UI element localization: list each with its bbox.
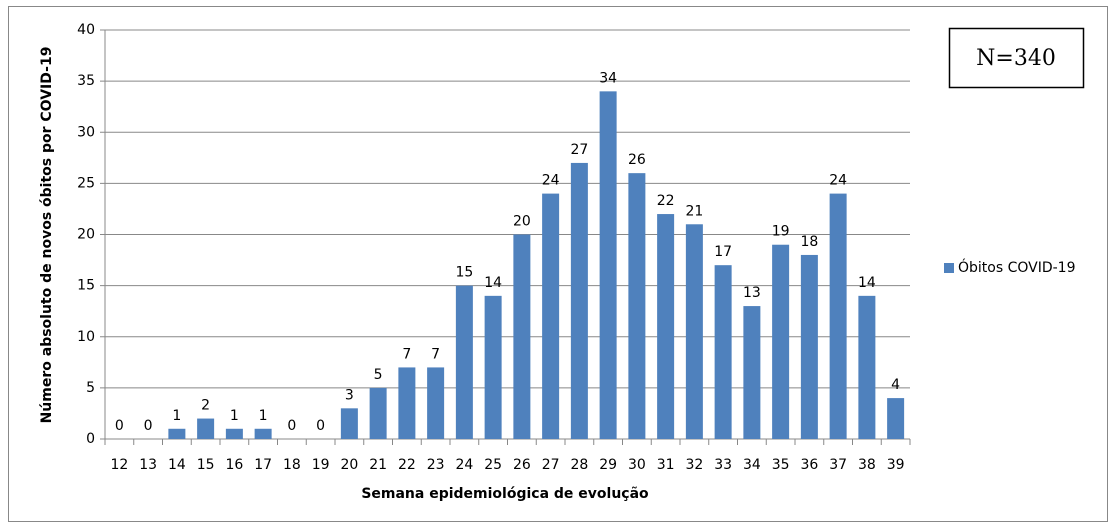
data-label: 0: [144, 418, 153, 434]
data-label: 19: [772, 224, 790, 240]
y-tick-label: 20: [77, 227, 95, 243]
x-tick-label: 28: [570, 457, 588, 473]
data-label: 1: [172, 408, 181, 424]
bar: [772, 244, 790, 439]
data-label: 3: [345, 387, 354, 403]
y-tick-label: 30: [77, 124, 95, 140]
legend-label: Óbitos COVID-19: [958, 258, 1076, 276]
legend-swatch: [944, 263, 954, 273]
x-tick-label: 27: [542, 457, 560, 473]
y-tick-label: 35: [77, 73, 95, 89]
data-label: 2: [201, 398, 210, 414]
x-tick-label: 22: [398, 457, 416, 473]
annotation-box: [948, 27, 1085, 89]
bar: [427, 367, 445, 439]
x-tick-label: 30: [628, 457, 646, 473]
x-tick-label: 23: [427, 457, 445, 473]
x-tick-label: 29: [599, 457, 617, 473]
x-tick-label: 13: [139, 457, 157, 473]
annotation: N=340: [976, 46, 1056, 71]
bar: [513, 234, 531, 439]
bar: [743, 306, 761, 439]
x-tick-label: 24: [455, 457, 473, 473]
bar: [484, 295, 502, 439]
x-tick-label: 36: [800, 457, 818, 473]
data-label: 24: [829, 173, 847, 189]
y-tick-label: 10: [77, 329, 95, 345]
data-label: 26: [628, 152, 646, 168]
x-tick-label: 19: [312, 457, 330, 473]
data-label: 17: [714, 244, 732, 260]
x-tick-label: 31: [657, 457, 675, 473]
data-label: 0: [287, 418, 296, 434]
y-axis-title: Número absoluto de novos óbitos por COVI…: [39, 47, 55, 424]
bar: [168, 428, 186, 439]
bar: [657, 214, 675, 439]
y-tick-label: 15: [77, 278, 95, 294]
x-tick-label: 38: [858, 457, 876, 473]
bar: [455, 285, 473, 439]
x-axis-title: Semana epidemiológica de evolução: [361, 486, 649, 502]
data-label: 15: [455, 265, 473, 281]
bar: [398, 367, 416, 439]
bar: [599, 91, 617, 439]
y-tick-label: 40: [77, 22, 95, 38]
bar: [570, 162, 588, 440]
data-label: 4: [891, 377, 900, 393]
x-tick-label: 12: [110, 457, 128, 473]
x-tick-label: 21: [369, 457, 387, 473]
x-tick-label: 26: [513, 457, 531, 473]
data-label: 20: [513, 214, 531, 230]
data-label: 0: [316, 418, 325, 434]
bar: [714, 265, 732, 439]
bar: [197, 418, 215, 439]
data-label: 21: [685, 203, 703, 219]
bar: [369, 387, 387, 439]
x-tick-label: 17: [254, 457, 272, 473]
bar: [542, 193, 560, 439]
y-tick-label: 25: [77, 175, 95, 191]
data-label: 24: [542, 173, 560, 189]
x-tick-label: 15: [197, 457, 215, 473]
data-label: 22: [657, 193, 675, 209]
bar: [628, 173, 646, 439]
data-label: 34: [599, 70, 617, 86]
bar: [829, 193, 847, 439]
data-label: 18: [800, 234, 818, 250]
bar: [254, 428, 272, 439]
data-label: 1: [259, 408, 268, 424]
x-tick-label: 25: [484, 457, 502, 473]
bar: [340, 408, 358, 439]
x-tick-label: 14: [168, 457, 186, 473]
x-tick-label: 34: [743, 457, 761, 473]
bar: [685, 224, 703, 439]
bar: [858, 295, 876, 439]
data-label: 13: [743, 285, 761, 301]
x-tick-label: 33: [714, 457, 732, 473]
x-tick-label: 32: [685, 457, 703, 473]
data-label: 7: [431, 346, 440, 362]
bar: [800, 254, 818, 439]
x-tick-label: 35: [772, 457, 790, 473]
data-label: 14: [858, 275, 876, 291]
x-tick-label: 16: [225, 457, 243, 473]
data-label: 1: [230, 408, 239, 424]
data-label: 0: [115, 418, 124, 434]
data-label: 7: [402, 346, 411, 362]
x-tick-label: 37: [829, 457, 847, 473]
bar: [225, 428, 243, 439]
y-tick-label: 0: [86, 431, 95, 447]
data-label: 5: [374, 367, 383, 383]
data-label: 27: [570, 142, 588, 158]
x-tick-label: 20: [340, 457, 358, 473]
y-tick-label: 5: [86, 380, 95, 396]
x-tick-label: 39: [887, 457, 905, 473]
bar: [887, 398, 905, 439]
x-tick-label: 18: [283, 457, 301, 473]
data-label: 14: [484, 275, 502, 291]
